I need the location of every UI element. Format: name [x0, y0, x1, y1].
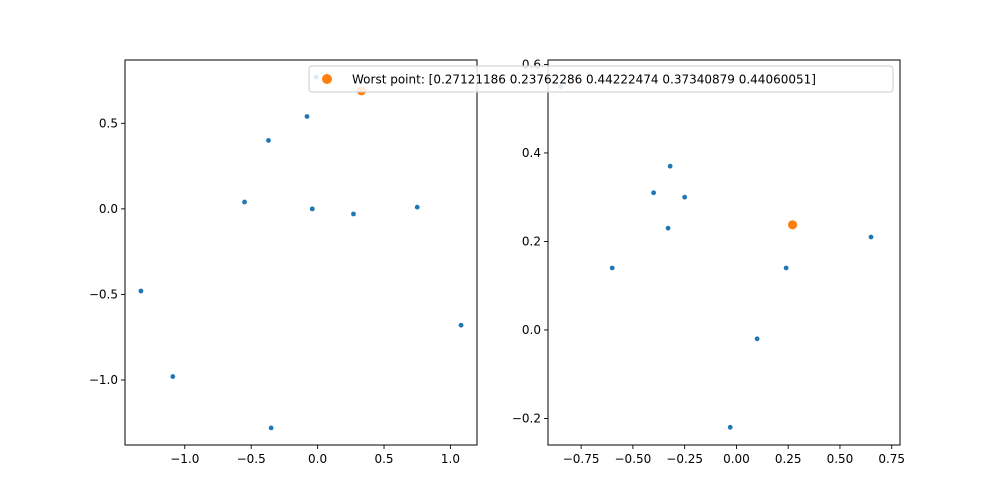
- right-scatter-plot: −0.75 −0.50 −0.25 0.00 0.25 0.50 0.75 −0.2 0.0 0.…: [512, 57, 905, 466]
- legend: Worst point: [0.27121186 0.23762286 0.44…: [308, 65, 894, 93]
- right-plot-data-point: [682, 194, 688, 200]
- legend-box: [308, 65, 894, 93]
- left-plot-x-tick-label: 0.5: [374, 452, 393, 466]
- right-plot-frame: [547, 59, 901, 446]
- legend-worst-marker: [322, 74, 332, 84]
- right-plot-data-point: [651, 190, 656, 196]
- legend-label: Worst point: [0.27121186 0.23762286 0.44…: [352, 73, 816, 87]
- right-plot-x-tick-label: −0.25: [666, 452, 703, 466]
- left-plot-y-tick-label: −0.5: [89, 287, 118, 301]
- left-scatter-plot: −1.0 −0.5 0.0 0.5 1.0 −1.0 −0.5 0.0 0.5: [89, 59, 478, 466]
- left-plot-data-point: [309, 206, 315, 212]
- left-plot-data-point: [266, 138, 271, 143]
- left-plot-data-point: [458, 322, 464, 328]
- right-plot-data-point: [609, 265, 615, 271]
- right-plot-y-tick-label: 0.0: [522, 323, 541, 337]
- right-plot-data-point: [754, 336, 760, 342]
- left-plot-data-point: [351, 211, 356, 217]
- left-plot-data-point: [414, 204, 420, 210]
- right-plot-data-point: [727, 424, 733, 430]
- right-plot-y-tick-label: −0.2: [512, 411, 541, 425]
- right-plot-data-point: [665, 225, 671, 231]
- right-plot-points: [558, 84, 874, 430]
- right-plot-x-tick-label: −0.75: [563, 452, 600, 466]
- left-plot-frame: [124, 59, 478, 446]
- right-plot-x-tick-label: 0.00: [723, 452, 750, 466]
- right-plot-worst-point: [787, 220, 798, 230]
- left-plot-data-point: [170, 374, 176, 379]
- right-plot-x-tick-label: 0.75: [878, 452, 905, 466]
- right-plot-y-tick-label: 0.4: [522, 146, 541, 160]
- left-plot-x-tick-label: 1.0: [441, 452, 460, 466]
- left-plot-x-tick-label: −0.5: [237, 452, 266, 466]
- left-plot-data-point: [268, 425, 274, 431]
- left-plot-x-tick-label: 0.0: [308, 452, 327, 466]
- right-plot-y-tick-label: 0.2: [522, 234, 541, 248]
- left-plot-ticks: −1.0 −0.5 0.0 0.5 1.0 −1.0 −0.5 0.0 0.5: [89, 116, 460, 466]
- left-plot-data-point: [242, 199, 247, 205]
- left-plot-y-tick-label: 0.5: [99, 116, 118, 130]
- left-plot-x-tick-label: −1.0: [170, 452, 199, 466]
- right-plot-data-point: [783, 265, 789, 271]
- right-plot-x-tick-label: 0.25: [775, 452, 802, 466]
- right-plot-data-point: [868, 234, 874, 240]
- right-plot-data-point: [667, 163, 673, 169]
- right-plot-x-tick-label: −0.50: [615, 452, 652, 466]
- left-plot-y-tick-label: 0.0: [99, 202, 118, 216]
- left-plot-data-point: [304, 114, 310, 119]
- right-plot-x-tick-label: 0.50: [827, 452, 854, 466]
- left-plot-y-tick-label: −1.0: [89, 373, 118, 387]
- left-plot-data-point: [138, 288, 144, 294]
- right-plot-ticks: −0.75 −0.50 −0.25 0.00 0.25 0.50 0.75 −0.2 0.0 0.…: [512, 57, 905, 466]
